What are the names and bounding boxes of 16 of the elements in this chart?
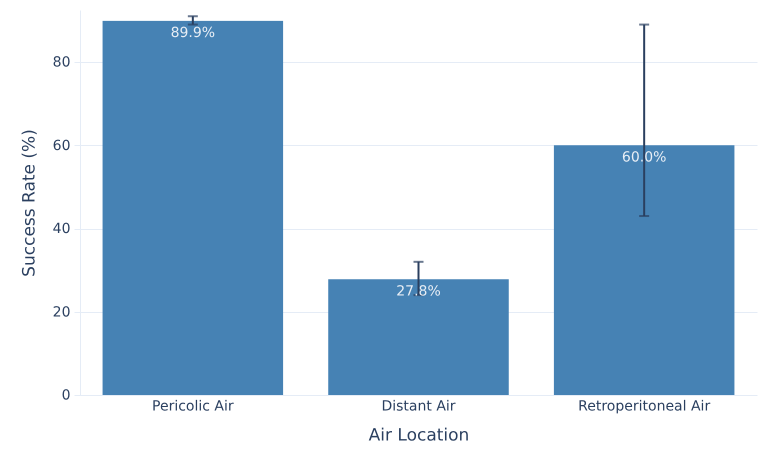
y-tick-label: 60: [52, 138, 70, 154]
x-tick-label: Distant Air: [381, 398, 456, 414]
bar: [328, 279, 509, 395]
y-axis-title: Success Rate (%): [20, 129, 40, 277]
x-tick-label: Retroperitoneal Air: [578, 398, 710, 414]
data-label: 27.8%: [396, 283, 441, 300]
y-tick-label: 40: [52, 221, 70, 238]
x-tick-label: Pericolic Air: [152, 398, 234, 414]
y-tick-label: 20: [52, 304, 70, 320]
x-axis-title: Air Location: [368, 426, 470, 446]
bar: [554, 145, 734, 395]
data-label: 89.9%: [170, 24, 216, 41]
bar: [102, 20, 284, 395]
y-tick-label: 0: [62, 388, 70, 404]
data-label: 60.0%: [622, 149, 666, 166]
y-tick-label: 80: [52, 54, 70, 71]
